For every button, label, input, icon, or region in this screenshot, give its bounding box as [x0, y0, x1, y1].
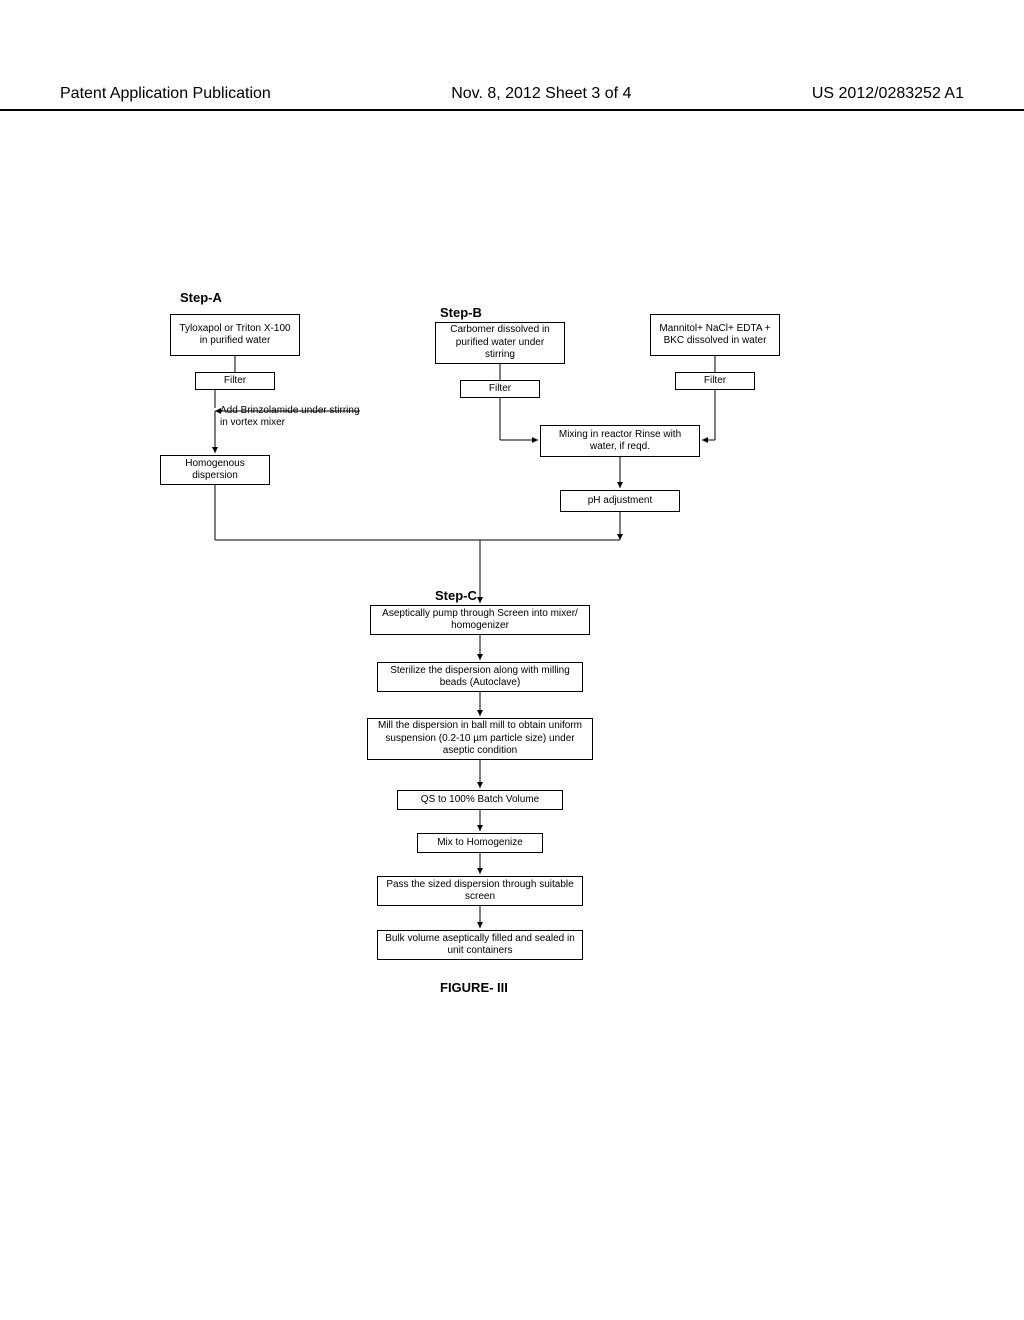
box-b2: Filter [460, 380, 540, 398]
box-c6: Pass the sized dispersion through suitab… [377, 876, 583, 906]
step-a-label: Step-A [180, 290, 222, 305]
flowchart: Step-A Step-B Step-C Tyloxapol or Triton… [160, 290, 890, 1020]
box-a2: Filter [195, 372, 275, 390]
label-a-side: Add Brinzolamide under stirring in vorte… [220, 405, 360, 429]
header-left: Patent Application Publication [60, 85, 271, 103]
figure-label: FIGURE- III [440, 980, 508, 995]
step-b-label: Step-B [440, 305, 482, 320]
box-a3: Homogenous dispersion [160, 455, 270, 485]
page-header: Patent Application Publication Nov. 8, 2… [0, 85, 1024, 111]
box-c2: Sterilize the dispersion along with mill… [377, 662, 583, 692]
header-center: Nov. 8, 2012 Sheet 3 of 4 [451, 85, 631, 103]
step-c-label: Step-C [435, 588, 477, 603]
box-b1: Carbomer dissolved in purified water und… [435, 322, 565, 364]
box-a1: Tyloxapol or Triton X-100 in purified wa… [170, 314, 300, 356]
box-b4: Filter [675, 372, 755, 390]
box-b6: pH adjustment [560, 490, 680, 512]
box-c3: Mill the dispersion in ball mill to obta… [367, 718, 593, 760]
box-c5: Mix to Homogenize [417, 833, 543, 853]
box-c4: QS to 100% Batch Volume [397, 790, 563, 810]
box-b3: Mannitol+ NaCl+ EDTA + BKC dissolved in … [650, 314, 780, 356]
header-right: US 2012/0283252 A1 [812, 85, 964, 103]
box-b5: Mixing in reactor Rinse with water, if r… [540, 425, 700, 457]
flowchart-arrows [160, 290, 890, 1020]
patent-page: Patent Application Publication Nov. 8, 2… [0, 0, 1024, 1320]
box-c7: Bulk volume aseptically filled and seale… [377, 930, 583, 960]
box-c1: Aseptically pump through Screen into mix… [370, 605, 590, 635]
